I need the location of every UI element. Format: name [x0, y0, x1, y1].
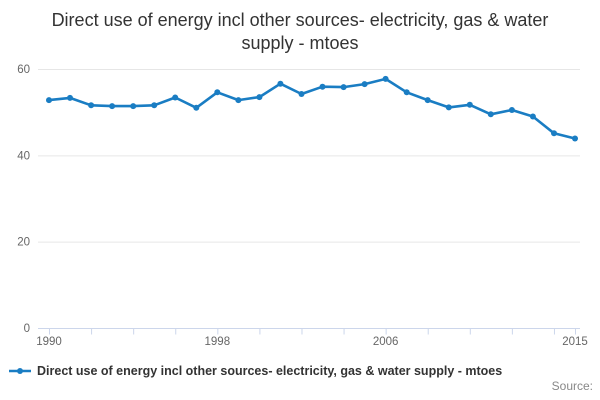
- data-point-marker: [487, 111, 494, 118]
- y-axis-label: 0: [24, 323, 30, 335]
- data-point-marker: [403, 89, 410, 96]
- data-point-marker: [361, 81, 368, 88]
- data-point-marker: [551, 130, 557, 137]
- data-point-marker: [67, 94, 73, 101]
- data-point-marker: [88, 102, 95, 109]
- source-label: Source:: [551, 379, 593, 393]
- data-point-marker: [214, 89, 221, 96]
- series-line: [47, 77, 577, 140]
- x-axis-label: 2006: [373, 336, 399, 348]
- data-point-marker: [466, 101, 473, 108]
- chart-title: Direct use of energy incl other sources-…: [51, 10, 549, 54]
- data-point-marker: [235, 97, 242, 104]
- x-axis-label: 1998: [205, 336, 231, 348]
- y-axis-label: 40: [17, 150, 30, 162]
- data-point-marker: [109, 103, 116, 110]
- data-point-marker: [382, 75, 389, 82]
- data-point-marker: [130, 103, 137, 110]
- data-point-marker: [424, 97, 431, 104]
- data-point-marker: [340, 84, 347, 91]
- data-point-marker: [508, 107, 515, 113]
- data-point-marker: [445, 104, 452, 111]
- x-axis-label: 1990: [36, 336, 62, 348]
- data-point-marker: [172, 94, 179, 101]
- data-point-marker: [572, 135, 578, 142]
- y-axis-label: 20: [17, 237, 30, 249]
- legend-item[interactable]: Direct use of energy incl other sources-…: [8, 364, 502, 378]
- data-point-marker: [46, 97, 52, 104]
- data-point-marker: [193, 104, 200, 111]
- y-axis-label: 60: [17, 64, 30, 76]
- data-point-marker: [529, 113, 536, 120]
- data-point-marker: [256, 94, 263, 101]
- data-point-marker: [151, 102, 158, 109]
- data-point-marker: [277, 80, 284, 87]
- data-point-marker: [319, 83, 326, 90]
- legend-label: Direct use of energy incl other sources-…: [37, 364, 503, 378]
- x-axis-label: 2015: [562, 336, 588, 348]
- data-point-marker: [298, 91, 305, 97]
- legend-line-marker-icon: [9, 368, 31, 374]
